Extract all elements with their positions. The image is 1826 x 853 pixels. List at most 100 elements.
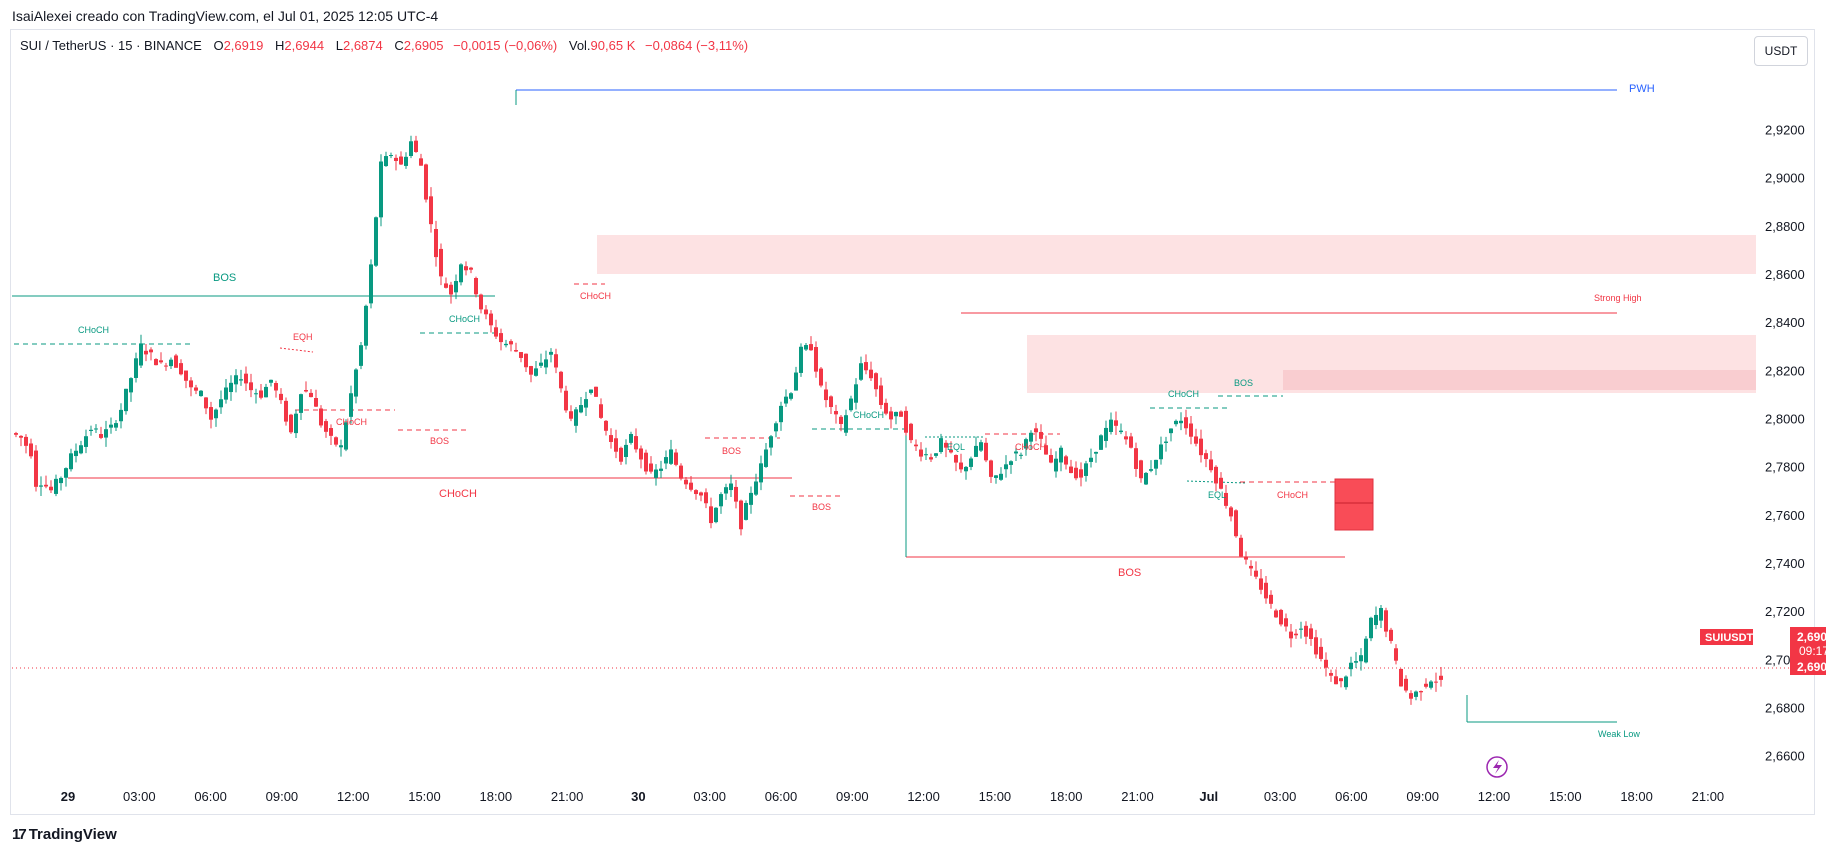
tradingview-logo[interactable]: 17 TradingView (12, 826, 117, 843)
candle-body (839, 416, 843, 424)
candle-body (1244, 556, 1248, 560)
candle-body (149, 349, 153, 353)
choch-c-label: CHoCH (853, 410, 884, 420)
candle-body (624, 444, 628, 457)
candle-body (699, 492, 703, 496)
candle-body (349, 393, 353, 417)
candle-body (459, 264, 463, 283)
candle-body (319, 408, 323, 426)
price-tag-price2: 2,6905 (1797, 660, 1826, 674)
bos-d-label: BOS (1234, 378, 1253, 388)
y-tick-label: 2,9200 (1765, 122, 1805, 137)
candle-body (184, 370, 188, 381)
y-tick-label: 2,9000 (1765, 171, 1805, 186)
candle-body (439, 248, 443, 277)
candle-body (94, 428, 98, 430)
candle-body (749, 492, 753, 505)
x-tick-label: 18:00 (480, 789, 513, 804)
candle-body (1299, 628, 1303, 630)
candle-body (879, 385, 883, 405)
strong-high-label: Strong High (1594, 293, 1642, 303)
candle-body (1159, 444, 1163, 460)
candle-body (704, 492, 708, 504)
eql-b-label: EQL (1208, 490, 1226, 500)
x-tick-label: 06:00 (765, 789, 798, 804)
candle-body (449, 284, 453, 295)
candle-body (1399, 668, 1403, 687)
candle-body (444, 283, 448, 288)
price-axis: 2,9200 2,9000 2,8800 2,8600 2,8400 2,8200 2,80… (1765, 122, 1805, 763)
candle-body (1379, 608, 1383, 621)
candle-body (1174, 420, 1178, 425)
candle-body (904, 410, 908, 433)
candle-body (1234, 510, 1238, 537)
chart-frame (10, 29, 1815, 815)
candle-body (374, 217, 378, 266)
candle-body (1409, 693, 1413, 699)
candle-body (644, 452, 648, 472)
candle-body (24, 436, 28, 446)
candle-body (54, 478, 58, 494)
candle-body (724, 487, 728, 494)
eqh-line (279, 347, 314, 353)
currency-button[interactable]: USDT (1754, 36, 1808, 66)
candle-body (124, 388, 128, 412)
candle-body (454, 281, 458, 293)
candle-body (329, 428, 333, 436)
price-tag-symbol: SUIUSDT (1705, 632, 1754, 644)
candle-body (679, 465, 683, 479)
candle-body (1059, 447, 1063, 463)
candle-body (1219, 477, 1223, 489)
candle-body (484, 309, 488, 315)
candle-body (549, 351, 553, 355)
candle-body (59, 477, 63, 484)
candle-body (39, 485, 43, 487)
x-tick-label: 21:00 (551, 789, 584, 804)
candle-body (1179, 420, 1183, 424)
x-tick-label: 09:00 (1406, 789, 1439, 804)
price-tag-price: 2,6905 (1797, 630, 1826, 644)
lightning-icon[interactable] (1486, 756, 1508, 778)
candle-body (1439, 675, 1443, 680)
candle-body (1384, 610, 1388, 632)
candle-body (709, 506, 713, 524)
candle-body (309, 392, 313, 398)
candle-body (784, 396, 788, 404)
candle-body (1269, 594, 1273, 604)
candle-body (529, 366, 533, 375)
candle-body (864, 362, 868, 371)
candle-body (979, 442, 983, 451)
candle-body (609, 435, 613, 442)
candle-body (424, 164, 428, 200)
candle-body (684, 479, 688, 485)
candle-body (519, 352, 523, 358)
candle-body (1319, 646, 1323, 659)
candle-body (739, 500, 743, 530)
candle-body (209, 407, 213, 420)
candle-body (204, 397, 208, 409)
candle-body (934, 453, 938, 456)
candle-body (1369, 617, 1373, 639)
close-key: C (394, 38, 404, 53)
candle-body (1139, 460, 1143, 479)
candle-body (414, 140, 418, 152)
choch-b-label: CHoCH (580, 291, 611, 301)
symbol-name[interactable]: SUI / TetherUS · 15 · BINANCE (20, 38, 202, 53)
bos-b-label: BOS (722, 446, 741, 456)
candle-body (289, 414, 293, 433)
tradingview-brand: TradingView (28, 826, 117, 843)
time-axis: 29 03:00 06:00 09:00 12:00 15:00 18:00 21:00 30 0… (61, 789, 1724, 804)
y-tick-label: 2,7600 (1765, 508, 1805, 523)
candle-body (1259, 578, 1263, 590)
structure-labels: PWH BOS CHoCH CHoCH EQH CHoCH BOS CHoCH … (78, 83, 1655, 739)
candle-body (659, 468, 663, 471)
candle-body (1044, 445, 1048, 455)
candle-body (269, 379, 273, 383)
candle-body (1054, 458, 1058, 472)
candle-body (1129, 436, 1133, 448)
candle-body (544, 359, 548, 368)
x-tick-label: 12:00 (1478, 789, 1511, 804)
choch-left-label: CHoCH (78, 325, 109, 335)
symbol-legend: SUI / TetherUS · 15 · BINANCE O2,6919 H2… (20, 38, 748, 53)
